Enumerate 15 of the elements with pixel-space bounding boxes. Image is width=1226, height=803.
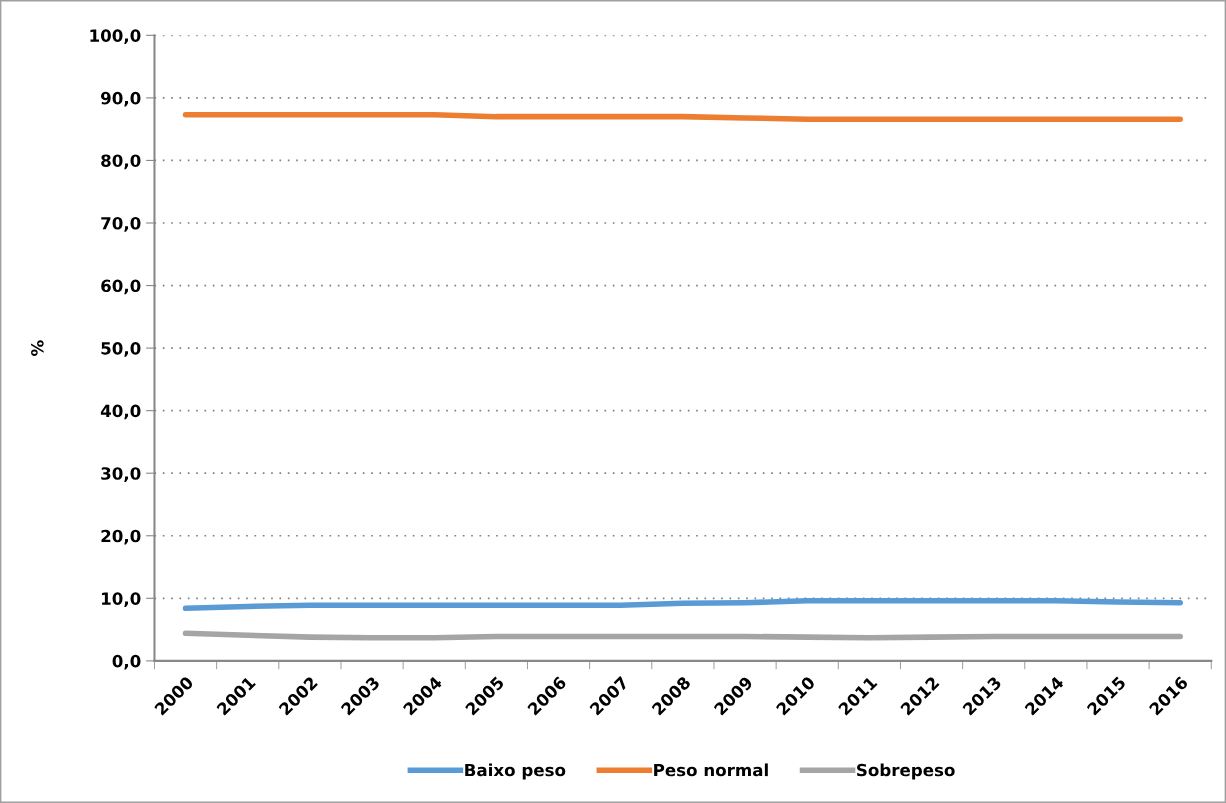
y-tick-label: 60,0 — [101, 279, 141, 295]
y-tick-label: 100,0 — [90, 29, 141, 45]
y-tick-label: 20,0 — [101, 529, 141, 545]
legend-label: Sobrepeso — [857, 763, 955, 780]
y-tick-label: 40,0 — [100, 404, 141, 420]
y-tick-label: 90,0 — [101, 91, 141, 107]
y-tick-label: 50,0 — [101, 342, 141, 357]
y-tick-label: 30,0 — [101, 467, 141, 482]
y-tick-label: 70,0 — [101, 216, 141, 232]
y-tick-label: 10,0 — [102, 592, 141, 608]
legend-label: Peso normal — [654, 763, 768, 777]
y-axis-title: % — [31, 340, 44, 356]
y-tick-label: 0,0 — [112, 654, 141, 670]
legend-label: Baixo peso — [465, 763, 566, 780]
y-tick-label: 80,0 — [101, 154, 141, 170]
